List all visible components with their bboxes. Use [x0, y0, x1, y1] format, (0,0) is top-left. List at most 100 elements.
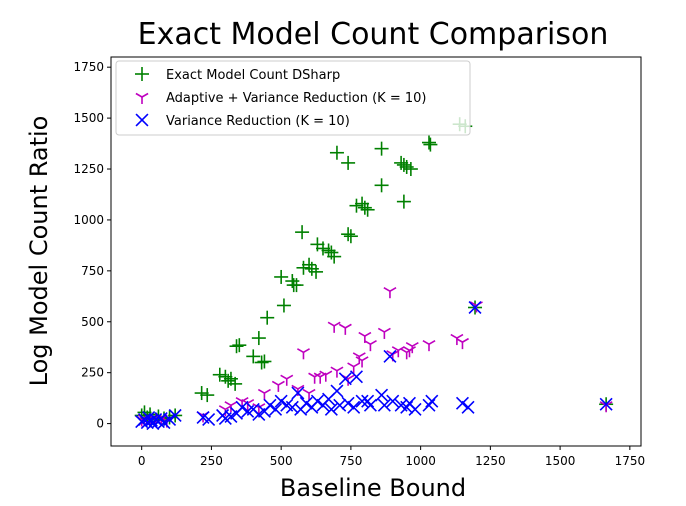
data-point [468, 300, 482, 315]
data-point [422, 339, 436, 352]
data-point [321, 243, 336, 258]
legend-label: Adaptive + Variance Reduction (K = 10) [166, 91, 426, 106]
data-point [343, 229, 358, 244]
data-point [302, 388, 316, 401]
data-point [271, 380, 285, 392]
data-point [228, 376, 243, 391]
data-point [327, 321, 341, 333]
data-point [221, 373, 236, 388]
legend-label: Variance Reduction (K = 10) [166, 114, 350, 129]
x-tick-label: 0 [138, 454, 146, 468]
y-tick-label: 1250 [73, 162, 104, 176]
data-point [461, 400, 475, 414]
data-point [338, 372, 352, 386]
data-point [425, 394, 439, 408]
data-point [374, 141, 389, 156]
legend-marker [135, 67, 149, 81]
data-point [408, 402, 422, 416]
data-point [341, 155, 356, 170]
y-tick-label: 750 [81, 264, 104, 278]
legend-box [115, 60, 471, 136]
data-point [319, 370, 333, 382]
data-point [263, 398, 277, 412]
data-point [309, 264, 324, 279]
data-point [274, 269, 289, 284]
data-point [316, 241, 330, 256]
data-point [251, 331, 266, 346]
data-point [333, 398, 347, 412]
data-point [396, 194, 411, 209]
data-point [299, 396, 313, 410]
data-point [295, 225, 310, 240]
x-tick-label: 1250 [475, 454, 506, 468]
data-point [383, 287, 397, 299]
data-point [330, 384, 344, 398]
data-point [327, 249, 342, 264]
chart-title: Exact Model Count Comparison [138, 17, 609, 52]
data-point [455, 337, 469, 350]
data-point [360, 202, 375, 217]
data-point [296, 348, 310, 360]
x-tick-label: 1500 [545, 454, 576, 468]
x-tick-label: 750 [339, 454, 362, 468]
y-tick-label: 0 [96, 417, 104, 431]
data-point [377, 327, 391, 339]
x-axis: 0 250 500 750 1000 1250 1500 1750 [138, 446, 645, 468]
data-point [257, 354, 272, 369]
data-point [403, 162, 418, 177]
x-tick-label: 1000 [405, 454, 436, 468]
data-point [357, 200, 372, 215]
data-point [254, 355, 269, 370]
data-point [383, 349, 397, 363]
data-point [341, 396, 355, 410]
data-point [235, 400, 249, 414]
data-point [200, 388, 215, 403]
data-point [324, 402, 338, 416]
data-point [276, 298, 291, 313]
data-point [291, 386, 305, 400]
y-tick-label: 1000 [73, 213, 104, 227]
data-point [330, 366, 344, 378]
legend: Exact Model Count DSharp Adaptive + Varia… [115, 60, 471, 136]
data-point [352, 352, 366, 364]
data-point [405, 342, 419, 354]
data-point [363, 398, 377, 412]
data-point [329, 145, 344, 160]
data-point [257, 388, 271, 401]
y-tick-label: 250 [81, 366, 104, 380]
data-point [296, 260, 311, 275]
x-tick-label: 500 [270, 454, 293, 468]
data-point [229, 339, 244, 354]
data-point [422, 135, 436, 150]
data-point [274, 394, 288, 408]
data-point [194, 386, 209, 401]
data-point [246, 349, 261, 364]
axes-frame [110, 56, 642, 447]
data-point [269, 402, 283, 416]
data-point [341, 227, 356, 242]
data-point [260, 310, 275, 325]
data-point [599, 397, 613, 411]
data-point [377, 398, 391, 412]
x-axis-label: Baseline Bound [280, 474, 466, 502]
plot-area [134, 117, 614, 431]
legend-label: Exact Model Count DSharp [166, 68, 340, 83]
data-point [163, 413, 177, 427]
data-point [285, 400, 299, 414]
data-point [232, 338, 247, 353]
y-tick-label: 500 [81, 315, 104, 329]
data-point [289, 278, 304, 293]
legend-marker [135, 92, 149, 104]
y-axis-label: Log Model Count Ratio [25, 116, 53, 387]
y-axis: 0 250 500 750 1000 1250 1500 1750 [73, 60, 111, 431]
data-point [374, 178, 389, 193]
data-point [212, 367, 227, 382]
legend-marker [135, 113, 149, 127]
data-point [280, 374, 294, 386]
data-point [347, 362, 361, 374]
data-point [355, 356, 369, 368]
data-point [349, 198, 364, 213]
data-point [455, 396, 469, 410]
y-tick-label: 1500 [73, 111, 104, 125]
